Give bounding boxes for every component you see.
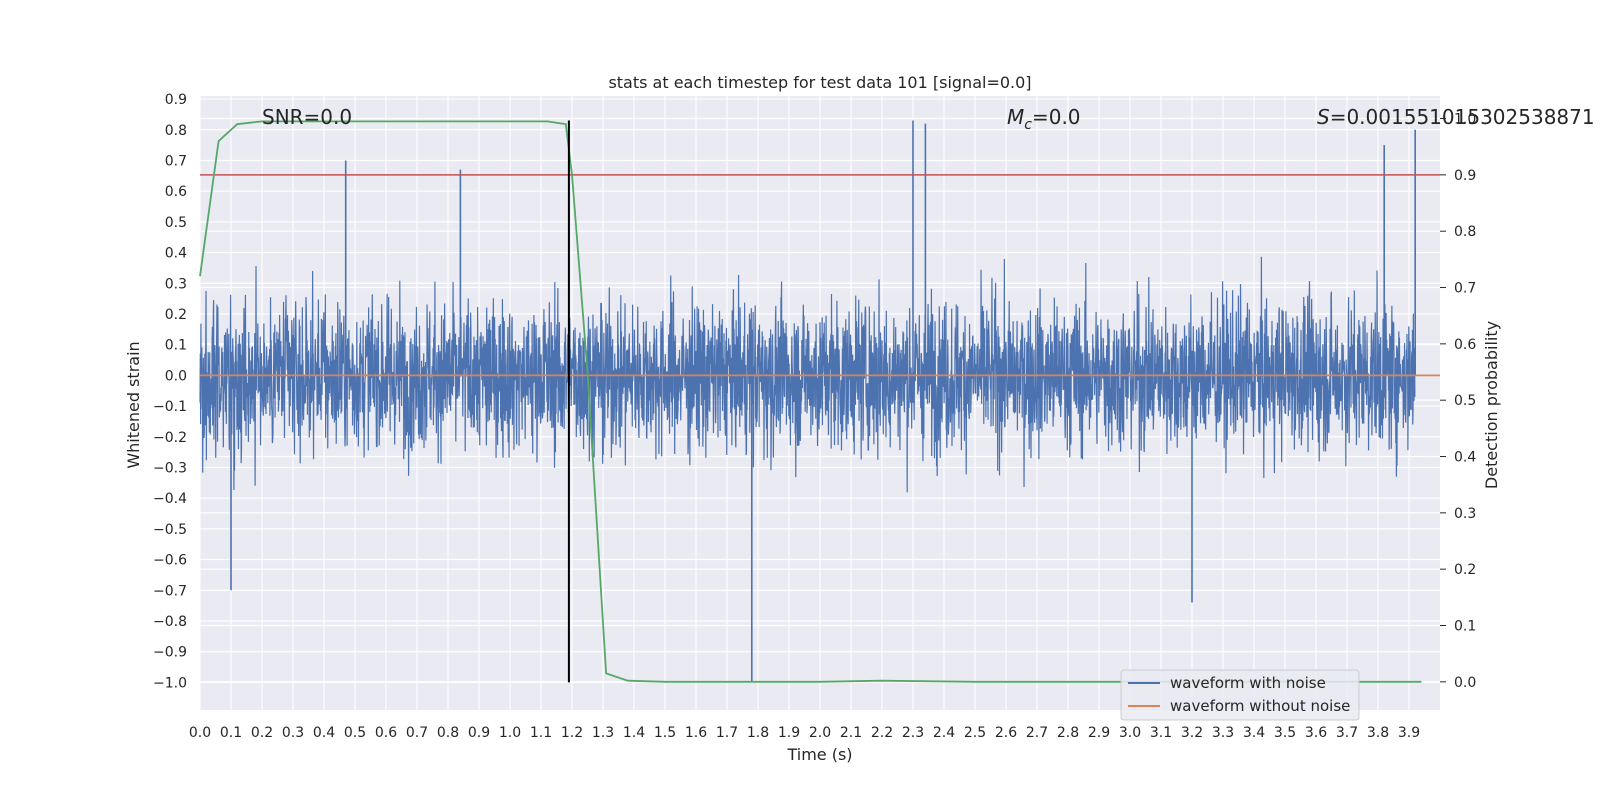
y-tick-label: 0.4 <box>165 246 187 262</box>
x-tick-label: 3.9 <box>1398 725 1420 741</box>
waveform-with-noise-series <box>199 120 1416 683</box>
y-tick-label: 0.9 <box>165 92 187 108</box>
x-tick-label: 3.0 <box>1119 725 1141 741</box>
y-tick-label: 0.5 <box>165 215 187 231</box>
s-value: =0.001551015302538871 <box>1330 105 1595 129</box>
y2-tick-label: 0.9 <box>1454 168 1476 184</box>
legend-box <box>1120 669 1360 721</box>
detection-probability-line <box>199 120 1422 683</box>
x-tick-label: 0.4 <box>313 725 335 741</box>
y2-tick-label: 0.7 <box>1454 281 1476 297</box>
mc-value: =0.0 <box>1032 105 1081 129</box>
x-tick-label: 2.2 <box>871 725 893 741</box>
legend: waveform with noise waveform without noi… <box>1120 669 1360 721</box>
y-tick-label: 0.3 <box>165 276 187 292</box>
legend-label-clean: waveform without noise <box>1170 697 1350 715</box>
x-tick-label: 2.4 <box>933 725 955 741</box>
y-tick-label: 0.1 <box>165 338 187 354</box>
x-tick-label: 1.3 <box>592 725 614 741</box>
y-tick-label: −0.1 <box>153 399 187 415</box>
y2-axis-label: Detection probability <box>1482 321 1501 489</box>
y-tick-label: 0.7 <box>165 153 187 169</box>
x-tick-label: 0.0 <box>189 725 211 741</box>
x-tick-label: 1.4 <box>623 725 645 741</box>
mc-subscript: c <box>1024 117 1032 133</box>
x-tick-label: 1.9 <box>778 725 800 741</box>
y-tick-label: −0.6 <box>153 553 187 569</box>
x-tick-label: 2.7 <box>1026 725 1048 741</box>
noise-trace <box>199 256 1416 493</box>
x-tick-label: 1.0 <box>499 725 521 741</box>
y-tick-label: −0.5 <box>153 522 187 538</box>
y-tick-label: −0.2 <box>153 430 187 446</box>
s-symbol: S <box>1317 105 1330 129</box>
x-tick-label: 2.3 <box>902 725 924 741</box>
x-tick-label: 1.2 <box>561 725 583 741</box>
y-axis-label: Whitened strain <box>124 341 143 468</box>
y2-tick-label: 1.0 <box>1454 112 1476 128</box>
x-tick-label: 0.9 <box>468 725 490 741</box>
x-tick-label: 2.1 <box>840 725 862 741</box>
x-tick-label: 3.1 <box>1150 725 1172 741</box>
y-tick-label: −1.0 <box>153 675 187 691</box>
x-tick-label: 3.7 <box>1336 725 1358 741</box>
y2-tick-label: 0.8 <box>1454 224 1476 240</box>
y-tick-label: −0.4 <box>153 491 187 507</box>
x-axis-label: Time (s) <box>786 745 852 764</box>
legend-label-noise: waveform with noise <box>1170 674 1326 692</box>
y-tick-label: −0.7 <box>153 583 187 599</box>
tick-labels: 0.0 0.1 0.2 0.3 0.4 0.5 0.6 0.7 0.8 0.9 1.0 1.1 1.2 1… <box>153 92 1476 741</box>
x-tick-label: 3.8 <box>1367 725 1389 741</box>
chirp-mass-annotation: Mc=0.0 <box>1007 105 1081 133</box>
x-tick-label: 1.1 <box>530 725 552 741</box>
x-tick-label: 3.3 <box>1212 725 1234 741</box>
x-tick-label: 2.8 <box>1057 725 1079 741</box>
y2-tick-label: 0.4 <box>1454 450 1476 466</box>
x-tick-label: 2.6 <box>995 725 1017 741</box>
y-tick-label: −0.8 <box>153 614 187 630</box>
snr-annotation: SNR=0.0 <box>262 105 352 129</box>
x-tick-label: 1.5 <box>654 725 676 741</box>
y2-tick-label: 0.1 <box>1454 619 1476 635</box>
x-tick-label: 1.7 <box>716 725 738 741</box>
series-layer <box>199 120 1440 683</box>
x-tick-label: 1.8 <box>747 725 769 741</box>
mc-symbol: M <box>1007 105 1024 129</box>
x-tick-label: 2.0 <box>809 725 831 741</box>
y2-tick-label: 0.5 <box>1454 393 1476 409</box>
y2-tick-label: 0.6 <box>1454 337 1476 353</box>
x-tick-label: 3.6 <box>1305 725 1327 741</box>
x-tick-label: 0.7 <box>406 725 428 741</box>
x-tick-label: 0.1 <box>220 725 242 741</box>
chart-title: stats at each timestep for test data 101… <box>608 73 1031 92</box>
x-tick-label: 3.4 <box>1243 725 1265 741</box>
y-tick-label: −0.9 <box>153 645 187 661</box>
x-tick-label: 2.9 <box>1088 725 1110 741</box>
y-tick-label: 0.6 <box>165 184 187 200</box>
s-annotation: S=0.001551015302538871 <box>1317 105 1595 129</box>
y-tick-label: 0.2 <box>165 307 187 323</box>
x-tick-label: 0.8 <box>437 725 459 741</box>
x-tick-label: 0.5 <box>344 725 366 741</box>
x-tick-label: 0.6 <box>375 725 397 741</box>
x-tick-label: 3.5 <box>1274 725 1296 741</box>
y-tick-label: 0.8 <box>165 123 187 139</box>
x-tick-label: 3.2 <box>1181 725 1203 741</box>
y2-tick-label: 0.0 <box>1454 675 1476 691</box>
x-tick-label: 0.2 <box>251 725 273 741</box>
x-tick-label: 1.6 <box>685 725 707 741</box>
x-tick-label: 2.5 <box>964 725 986 741</box>
y2-tick-label: 0.3 <box>1454 506 1476 522</box>
y-tick-label: −0.3 <box>153 460 187 476</box>
y2-tick-label: 0.2 <box>1454 562 1476 578</box>
y-tick-label: 0.0 <box>165 368 187 384</box>
x-tick-label: 0.3 <box>282 725 304 741</box>
